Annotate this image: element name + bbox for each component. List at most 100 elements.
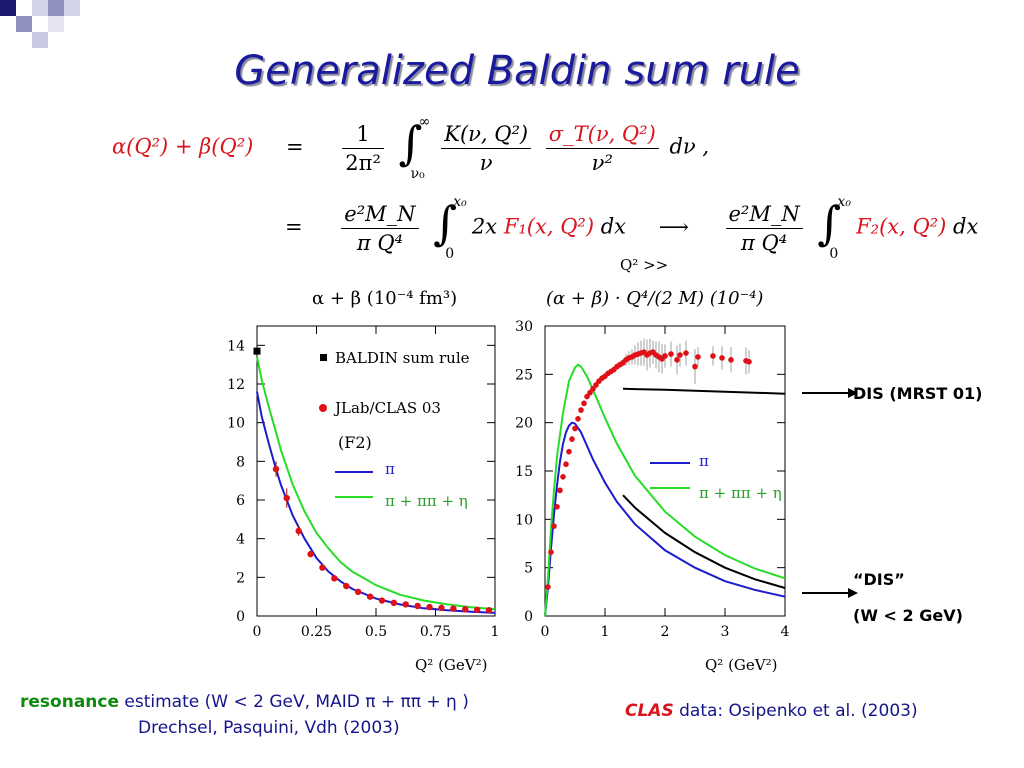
series-line	[622, 387, 786, 395]
equation-prefactor-2: e²M_N π Q⁴	[341, 202, 419, 255]
data-point	[587, 389, 593, 396]
data-point	[563, 461, 569, 468]
integral-1: ∫ ∞ ν₀	[398, 114, 431, 182]
series-line	[256, 356, 496, 611]
arrow-head-icon	[848, 588, 858, 598]
x-tick-label: 0.5	[365, 624, 387, 640]
series-line	[544, 363, 786, 617]
data-point	[728, 357, 734, 363]
baldin-point	[253, 347, 261, 355]
data-point	[695, 354, 701, 360]
data-point	[331, 575, 338, 582]
x-tick-label: 0.75	[420, 624, 451, 640]
caption-clas-bold: CLAS	[625, 701, 674, 721]
equation-prefactor-1: 1 2π²	[342, 122, 384, 175]
data-point	[366, 593, 374, 600]
left-plot-label: α + β (10⁻⁴ fm³)	[312, 288, 458, 309]
data-point	[569, 436, 575, 442]
equation-flux-term: K(ν, Q²) ν	[441, 122, 532, 175]
structure-function-f2: F₂(x, Q²)	[856, 214, 947, 239]
caption-clas: CLAS data: Osipenko et al. (2003)	[625, 701, 918, 721]
data-point	[378, 597, 386, 604]
equation-cross-section-term: σ_T(ν, Q²) ν²	[545, 122, 659, 175]
series-line	[544, 421, 786, 617]
caption-drechsel: Drechsel, Pasquini, Vdh (2003)	[138, 718, 400, 738]
data-point	[414, 602, 421, 610]
y-tick-label: 10	[227, 416, 245, 432]
data-point	[545, 584, 551, 590]
x-tick-label: 4	[781, 624, 790, 640]
data-point	[426, 603, 433, 611]
plot-frame	[256, 325, 496, 617]
data-point	[560, 474, 566, 480]
data-point	[307, 550, 314, 558]
data-point	[295, 527, 302, 535]
y-tick-label: 8	[236, 454, 245, 470]
y-tick-label: 14	[227, 338, 245, 354]
x-tick-label: 0.25	[301, 624, 332, 640]
data-point	[390, 599, 398, 607]
frac-num: K(ν, Q²)	[441, 122, 532, 149]
integral-lower: 0	[445, 246, 455, 262]
x-tick-label: 2	[661, 624, 670, 640]
data-point	[668, 351, 674, 357]
data-point	[272, 465, 280, 473]
note-dis-mrst: DIS (MRST 01)	[853, 384, 983, 403]
series-line	[622, 494, 786, 589]
y-tick-label: 2	[236, 570, 245, 586]
equation-arrow: ⟶	[658, 214, 689, 239]
data-point	[572, 425, 578, 432]
arrow-head-icon	[848, 388, 858, 398]
chart-right-scaled-polarizability: 0 1 2 3 4 0 5 10 15 20 25 30 π π + ππ + η Q² (GeV²)	[515, 319, 790, 674]
legend-marker-baldin	[320, 354, 327, 361]
frac-den: 2π²	[345, 150, 381, 175]
legend-label-pi: π	[699, 452, 709, 470]
slide-title: Generalized Baldin sum rule	[234, 48, 800, 94]
integral-upper: x₀	[453, 194, 467, 210]
x-axis-label: Q² (GeV²)	[415, 656, 488, 674]
y-tick-label: 4	[236, 532, 245, 548]
data-point	[438, 604, 445, 612]
data-point	[578, 407, 584, 413]
data-point	[485, 607, 493, 614]
data-point	[319, 564, 326, 571]
data-point	[283, 494, 290, 502]
y-tick-label: 0	[524, 609, 533, 625]
legend-label-clas: JLab/CLAS 03	[333, 399, 441, 417]
equation-row-2: = e²M_N π Q⁴ ∫ x₀ 0 2x F₁(x, Q²) dx ⟶ e²…	[285, 194, 978, 262]
data-point	[677, 352, 683, 358]
note-w-cut: (W < 2 GeV)	[853, 606, 963, 625]
corner-decoration	[0, 0, 80, 48]
right-plot-label: (α + β) · Q⁴/(2 M) (10⁻⁴)	[546, 288, 764, 309]
y-tick-label: 30	[515, 319, 533, 335]
data-point	[593, 382, 599, 388]
integral-upper: ∞	[418, 114, 431, 130]
data-point	[683, 350, 689, 356]
equation-equals-1: =	[286, 134, 304, 159]
caption-resonance-bold: resonance	[20, 692, 119, 712]
integral-lower: 0	[829, 246, 839, 262]
annotation-arrows	[802, 388, 858, 598]
caption-resonance: resonance estimate (W < 2 GeV, MAID π + …	[20, 692, 469, 712]
legend-label-baldin: BALDIN sum rule	[335, 349, 470, 367]
x-tick-label: 0	[253, 624, 262, 640]
q2-large-note: Q² >>	[620, 256, 669, 274]
data-point	[554, 503, 560, 510]
x-tick-label: 1	[601, 624, 610, 640]
integral-upper: x₀	[837, 194, 851, 210]
caption-resonance-rest: estimate (W < 2 GeV, MAID π + ππ + η )	[119, 692, 469, 712]
frac-den: π Q⁴	[356, 230, 403, 255]
frac-den: ν	[479, 150, 493, 175]
data-point	[354, 588, 362, 596]
note-dis-quoted: “DIS”	[853, 570, 905, 589]
x-tick-label: 1	[491, 624, 500, 640]
structure-function-f1: F₁(x, Q²)	[503, 214, 595, 239]
frac-num: e²M_N	[341, 202, 419, 229]
data-point	[710, 353, 716, 359]
y-tick-label: 0	[236, 609, 245, 625]
data-point	[719, 355, 725, 361]
data-point	[575, 416, 581, 422]
frac-num: e²M_N	[725, 202, 803, 229]
equation-prefactor-3: e²M_N π Q⁴	[725, 202, 803, 255]
